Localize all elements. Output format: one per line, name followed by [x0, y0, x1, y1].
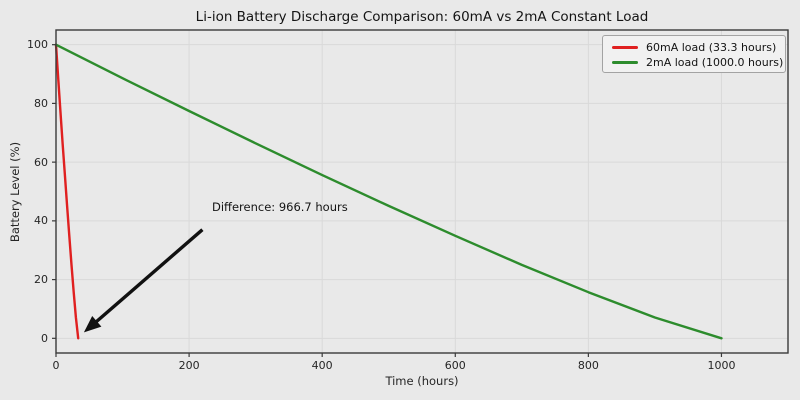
- x-tick-label-600: 600: [444, 359, 466, 372]
- legend-label: 60mA load (33.3 hours): [646, 41, 777, 54]
- plot-frame: [55, 29, 789, 354]
- x-tick-label-400: 400: [311, 359, 333, 372]
- x-tick-label-1000: 1000: [707, 359, 736, 372]
- y-tick-label-0: 0: [41, 331, 48, 345]
- annotation-arrow-shaft: [93, 228, 204, 325]
- annotation-text: Difference: 966.7 hours: [212, 200, 348, 214]
- x-tick-label-200: 200: [178, 359, 200, 372]
- legend-label: 2mA load (1000.0 hours): [646, 56, 784, 69]
- legend-line-swatch: [612, 46, 638, 49]
- legend-line-swatch: [612, 61, 638, 64]
- series-line-1: [54, 43, 723, 340]
- x-tick-label-0: 0: [52, 359, 60, 372]
- y-tick-label-40: 40: [34, 214, 48, 228]
- y-tick-label-60: 60: [34, 155, 48, 169]
- legend-item-1: 2mA load (1000.0 hours): [612, 55, 785, 70]
- annotation-arrow-head: [83, 316, 102, 333]
- y-tick-label-100: 100: [27, 38, 48, 52]
- chart-title: Li-ion Battery Discharge Comparison: 60m…: [195, 9, 649, 25]
- y-tick-label-80: 80: [34, 96, 48, 110]
- y-tick-label-20: 20: [34, 273, 48, 287]
- legend: 60mA load (33.3 hours) 2mA load (1000.0 h…: [602, 35, 786, 73]
- x-tick-label-800: 800: [577, 359, 599, 372]
- x-axis-label: Time (hours): [385, 374, 459, 388]
- series-line-0: [54, 43, 80, 340]
- legend-item-0: 60mA load (33.3 hours): [612, 40, 785, 55]
